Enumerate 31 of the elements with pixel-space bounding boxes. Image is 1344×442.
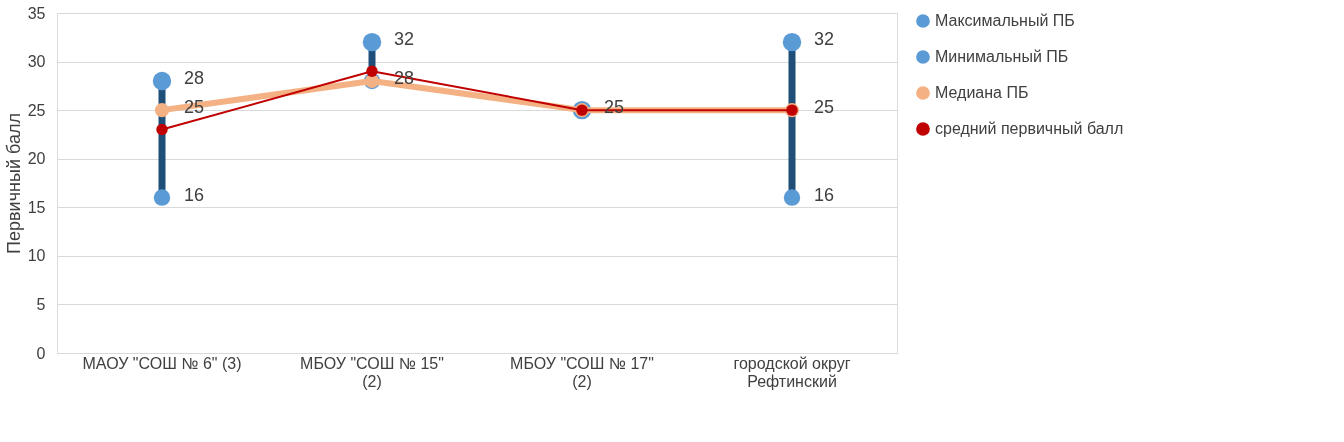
x-tick-label: МАОУ "СОШ № 6" (3) (82, 354, 242, 372)
point (783, 189, 801, 206)
y-tick-label: 5 (36, 295, 46, 313)
y-tick-label: 25 (27, 101, 46, 119)
legend-label: Минимальный ПБ (935, 48, 1069, 65)
data-label: 16 (184, 184, 205, 205)
x-tick-label: МБОУ "СОШ № 15" (2) (300, 354, 444, 390)
data-label: 16 (814, 184, 835, 205)
point (153, 189, 171, 206)
data-label: 32 (814, 29, 835, 50)
legend-label: Максимальный ПБ (935, 12, 1075, 29)
data-label: 28 (184, 68, 205, 88)
data-label: 25 (814, 97, 835, 118)
legend-label: Медиана ПБ (935, 84, 1029, 101)
data-label: 32 (394, 29, 415, 50)
point (362, 32, 382, 52)
y-tick-label: 10 (27, 247, 46, 265)
y-tick-label: 35 (27, 4, 46, 22)
point (154, 103, 170, 118)
y-tick-label: 15 (27, 198, 46, 216)
point (366, 65, 378, 77)
x-tick-label: МБОУ "СОШ № 17" (2) (510, 354, 654, 390)
point (152, 71, 172, 91)
point (156, 123, 168, 136)
point (782, 32, 802, 52)
y-axis-title: Первичный балл (3, 113, 24, 254)
y-tick-label: 30 (27, 53, 46, 71)
y-tick-label: 20 (27, 150, 46, 168)
legend-label: средний первичный балл (935, 120, 1124, 137)
y-tick-label: 0 (36, 344, 46, 362)
x-tick-label: городской округ Рефтинский (733, 354, 851, 390)
